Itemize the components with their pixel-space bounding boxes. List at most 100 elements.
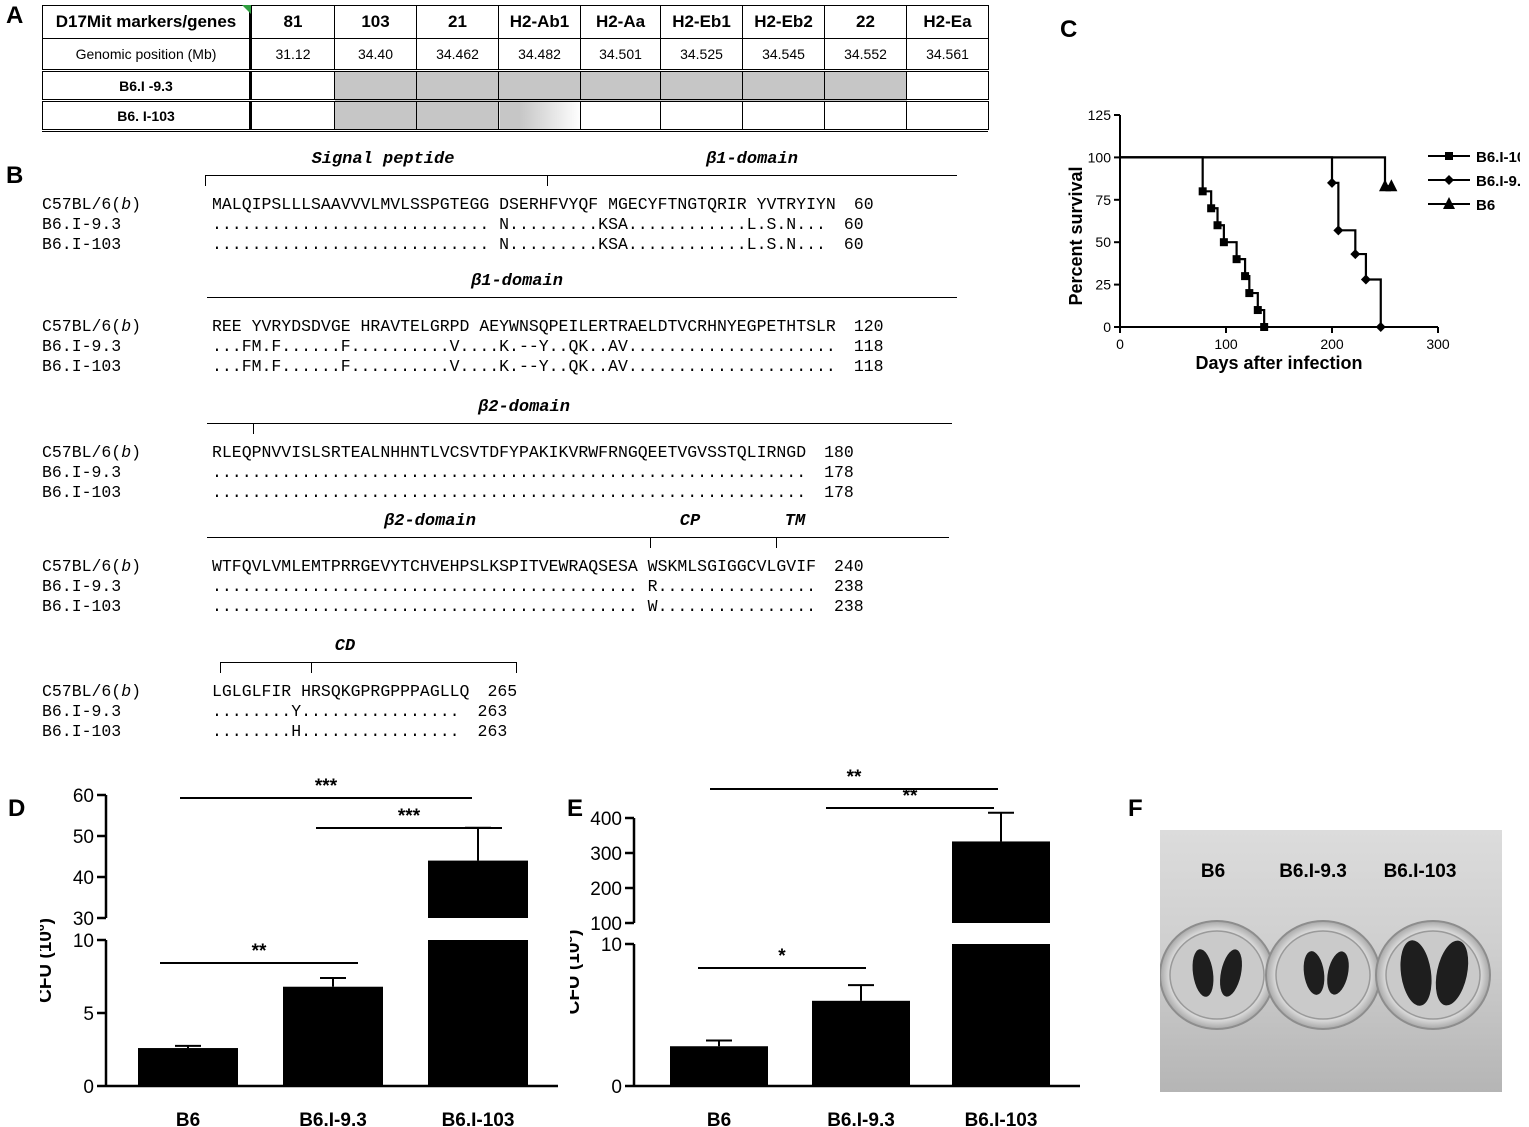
y-tick-label: 125 — [1088, 107, 1112, 123]
sequence-residues: LGLGLFIR HRSQKGPRGPPPAGLLQ — [212, 682, 470, 701]
strain-cell — [498, 99, 581, 130]
panel-label-d: D — [8, 795, 26, 822]
domain-label: Signal peptide — [311, 150, 455, 169]
sequence-name: B6.I-9.3 — [42, 337, 122, 356]
domain-label: β2-domain — [478, 398, 570, 417]
sequence-residues: ............................ N.........K… — [212, 215, 826, 234]
domain-label: β1-domain — [471, 272, 563, 291]
sequence-residues: ........................................… — [212, 483, 807, 502]
survival-point — [1333, 225, 1344, 236]
bar — [952, 841, 1050, 923]
position-cell: 34.501 — [580, 38, 661, 71]
sequence-name: B6.I-103 — [42, 235, 122, 254]
sequence-residues: WTFQVLVMLEMTPRRGEVYTCHVEHPSLKSPITVEWRAQS… — [212, 557, 816, 576]
spleen — [1220, 949, 1242, 997]
domain-bracket-line — [207, 297, 957, 298]
bar — [138, 1048, 238, 1086]
sequence-name: C57BL/6(b) — [42, 443, 142, 462]
strain-italic: b — [121, 443, 132, 462]
y-tick-label: 100 — [590, 914, 622, 935]
marker-header-cell: 22 — [824, 5, 907, 39]
category-label: B6.I-103 — [442, 1110, 515, 1127]
strain-row: B6.I -9.3 — [42, 69, 989, 101]
y-tick-label: 75 — [1095, 192, 1111, 208]
survival-curve — [1120, 156, 1266, 327]
domain-bracket-tick — [253, 423, 254, 434]
strain-cell — [660, 69, 743, 101]
legend-marker — [1443, 197, 1455, 209]
survival-point — [1219, 238, 1228, 247]
spleen — [1435, 940, 1469, 1006]
sequence-residues: ...FM.F......F..........V....K.--Y..QK..… — [212, 357, 836, 376]
y-axis-label: Percent survival — [1066, 166, 1086, 305]
panel-label-e: E — [567, 795, 584, 822]
domain-bracket-line — [547, 175, 957, 176]
strain-italic: b — [121, 317, 132, 336]
x-tick-label: 200 — [1320, 336, 1344, 352]
y-tick-label: 25 — [1095, 277, 1111, 293]
y-axis-label-exponent: 5 — [570, 936, 575, 943]
sequence-name: C57BL/6(b) — [42, 682, 142, 701]
x-tick-label: 0 — [1116, 336, 1124, 352]
domain-bracket-line — [220, 662, 516, 663]
sequence-name: C57BL/6(b) — [42, 195, 142, 214]
legend-label: B6.I-103 — [1476, 149, 1520, 166]
marker-header-label: D17Mit markers/genes — [55, 12, 237, 31]
survival-curve — [1120, 156, 1382, 327]
strain-row: B6. I-103 — [42, 99, 989, 130]
strain-cell — [580, 69, 661, 101]
y-axis-label-exponent: 6 — [40, 924, 47, 931]
y-tick-label: 30 — [73, 909, 94, 930]
spleen — [1327, 951, 1349, 995]
strain-cell — [906, 99, 989, 130]
strain-name-cell: B6.I -9.3 — [42, 69, 252, 101]
position-cell: 34.462 — [416, 38, 499, 71]
domain-label: CD — [334, 637, 356, 656]
residue-count: 118 — [853, 357, 884, 376]
significance-label: *** — [398, 806, 421, 827]
spleen-photo: B6 B6.I-9.3 B6.I-103 — [1160, 830, 1502, 1092]
survival-curve — [1120, 156, 1392, 188]
sequence-residues: ........Y................ — [212, 702, 460, 721]
sequence-name: B6.I-9.3 — [42, 702, 122, 721]
strain-cell — [742, 99, 825, 130]
sequence-name: B6.I-103 — [42, 483, 122, 502]
sequence-residues: ...FM.F......F..........V....K.--Y..QK..… — [212, 337, 836, 356]
residue-count: 120 — [853, 317, 884, 336]
y-axis-label-close: ) — [40, 918, 56, 924]
sequence-residues: ........................................… — [212, 463, 807, 482]
domain-label: β1-domain — [706, 150, 798, 169]
spleen — [1303, 951, 1325, 995]
x-tick-label: 100 — [1214, 336, 1238, 352]
category-label: B6 — [707, 1110, 731, 1127]
photo-label: B6.I-9.3 — [1279, 861, 1347, 882]
sequence-name: B6.I-103 — [42, 597, 122, 616]
position-cell: 34.525 — [660, 38, 743, 71]
domain-label: TM — [784, 512, 806, 531]
strain-cell — [250, 99, 335, 130]
y-tick-label: 100 — [1088, 149, 1112, 165]
marker-table: D17Mit markers/genes 81 103 21 H2-Ab1 H2… — [42, 5, 989, 130]
y-tick-label: 400 — [590, 809, 622, 830]
domain-bracket-tick — [311, 662, 312, 673]
sequence-name: B6.I-9.3 — [42, 215, 122, 234]
x-axis-label: Days after infection — [1195, 353, 1362, 373]
sequence-residues: ........................................… — [212, 577, 816, 596]
survival-point — [1198, 187, 1207, 196]
residue-count: 238 — [834, 577, 864, 596]
y-axis-label-close: ) — [570, 930, 584, 936]
bar — [952, 944, 1050, 1086]
strain-cell — [334, 99, 417, 130]
bar — [670, 1046, 768, 1086]
significance-label: *** — [315, 776, 338, 797]
significance-label: ** — [903, 786, 918, 807]
y-tick-label: 0 — [83, 1077, 94, 1098]
sequence-name: B6.I-103 — [42, 722, 122, 741]
panel-label-f: F — [1128, 795, 1143, 822]
bar — [428, 860, 528, 918]
marker-header-cell: 81 — [250, 5, 335, 39]
survival-chart: 0 25 50 75 100 125 0 100 200 300 Days after infect… — [1066, 107, 1520, 373]
comment-flag-icon — [242, 5, 251, 14]
